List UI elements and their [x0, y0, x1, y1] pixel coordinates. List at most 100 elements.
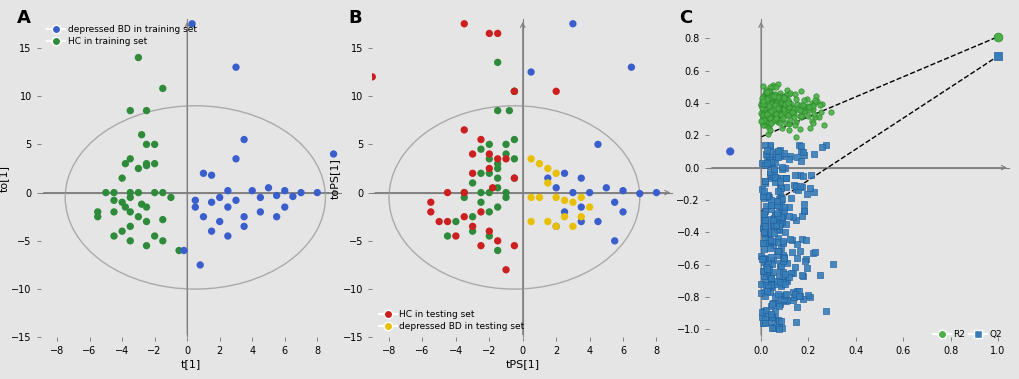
Point	[763, 301, 780, 307]
Point	[754, 94, 770, 100]
Point	[268, 193, 284, 199]
Point	[505, 88, 522, 94]
Point	[764, 107, 781, 113]
Point	[770, 117, 787, 123]
Point	[774, 204, 791, 210]
Point	[764, 300, 781, 306]
Point	[133, 132, 150, 138]
Point	[795, 208, 811, 214]
Point	[777, 298, 794, 304]
Point	[439, 219, 455, 225]
Point	[505, 88, 522, 94]
Point	[763, 111, 780, 117]
Point	[754, 193, 770, 199]
X-axis label: t[1]: t[1]	[181, 359, 201, 369]
Point	[565, 190, 581, 196]
Point	[766, 99, 783, 105]
Point	[777, 291, 794, 297]
Point	[770, 116, 787, 122]
Point	[195, 214, 211, 220]
Legend: depressed BD in training set, HC in training set: depressed BD in training set, HC in trai…	[45, 23, 199, 48]
Point	[774, 240, 791, 246]
Point	[769, 99, 786, 105]
Point	[770, 266, 787, 273]
Point	[787, 122, 803, 128]
Point	[756, 320, 772, 326]
Point	[771, 99, 788, 105]
Point	[439, 190, 455, 196]
Point	[758, 193, 774, 199]
Point	[769, 101, 786, 107]
Point	[756, 236, 772, 242]
Point	[755, 246, 771, 252]
Point	[756, 268, 772, 274]
Point	[473, 170, 489, 176]
Point	[531, 194, 547, 200]
Point	[768, 217, 785, 223]
Point	[793, 103, 809, 110]
Point	[773, 269, 790, 275]
Point	[757, 98, 773, 104]
Point	[756, 217, 772, 223]
Point	[771, 260, 788, 266]
Point	[759, 106, 775, 113]
Point	[497, 190, 514, 196]
Point	[805, 111, 821, 117]
Point	[792, 107, 808, 113]
Point	[122, 238, 139, 244]
Point	[772, 283, 789, 289]
Point	[773, 107, 790, 113]
Point	[753, 105, 769, 111]
Point	[756, 104, 772, 110]
Point	[767, 149, 784, 155]
Point	[754, 100, 770, 106]
Point	[758, 153, 774, 160]
Point	[147, 190, 163, 196]
Point	[776, 281, 793, 287]
Point	[803, 100, 819, 106]
Point	[788, 186, 804, 192]
Point	[500, 108, 517, 114]
Point	[648, 190, 664, 196]
Point	[784, 105, 800, 111]
Point	[794, 149, 810, 155]
Point	[211, 219, 227, 225]
Point	[122, 194, 139, 200]
Point	[758, 266, 774, 273]
Point	[547, 185, 564, 191]
Point	[779, 260, 795, 266]
Point	[754, 98, 770, 104]
Point	[769, 105, 786, 111]
Point	[767, 322, 784, 328]
Point	[497, 151, 514, 157]
Point	[790, 187, 806, 193]
Point	[775, 99, 792, 105]
Point	[753, 314, 769, 320]
Point	[756, 315, 772, 321]
Point	[447, 219, 464, 225]
Point	[523, 194, 539, 200]
Point	[764, 268, 781, 274]
Point	[155, 85, 171, 91]
Point	[764, 257, 781, 263]
Point	[786, 172, 802, 178]
Point	[757, 111, 773, 117]
Point	[754, 268, 770, 274]
Point	[769, 226, 786, 232]
Point	[773, 238, 790, 244]
Point	[795, 208, 811, 214]
Point	[804, 120, 820, 126]
Point	[756, 96, 772, 102]
Point	[186, 204, 203, 210]
Point	[139, 108, 155, 114]
Point	[770, 98, 787, 104]
Point	[505, 136, 522, 143]
Point	[763, 92, 780, 98]
Point	[755, 273, 771, 279]
Point	[755, 308, 771, 314]
Point	[754, 83, 770, 89]
Point	[773, 211, 790, 218]
Point	[781, 103, 797, 109]
Point	[775, 105, 792, 111]
Point	[770, 203, 787, 209]
